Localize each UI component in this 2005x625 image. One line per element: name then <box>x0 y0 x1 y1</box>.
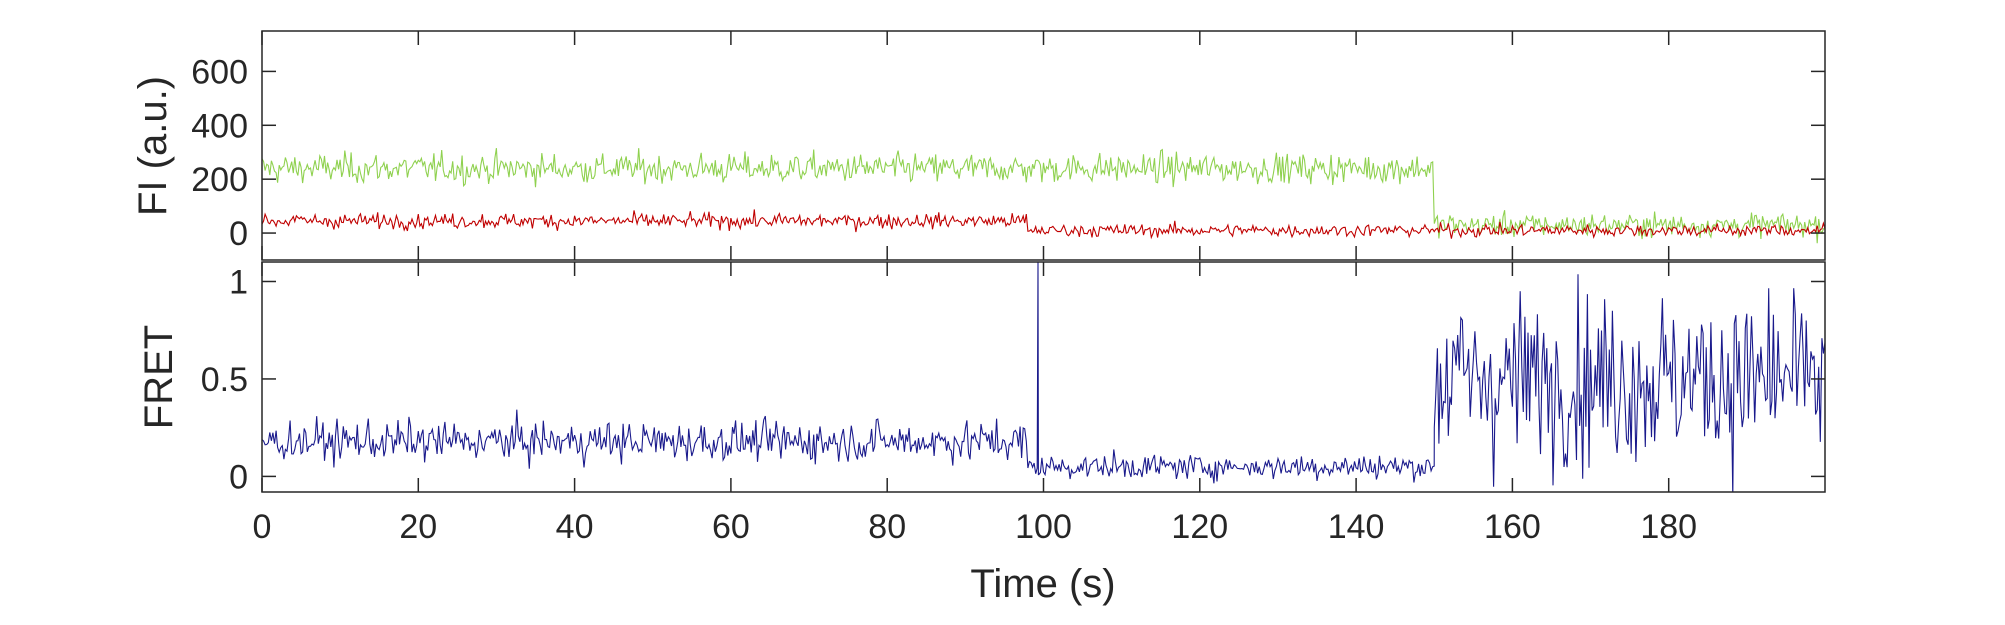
fluorescence-panel: 0 200 400 600 FI (a.u.) <box>131 30 1826 261</box>
x-tick-label: 60 <box>712 508 750 546</box>
x-tick-label: 0 <box>253 508 272 546</box>
y-tick-label: 400 <box>191 107 248 145</box>
x-axis-title: Time (s) <box>970 562 1115 606</box>
x-tick-label: 100 <box>1015 508 1072 546</box>
series-line-top-1 <box>262 209 1825 240</box>
x-tick-label: 120 <box>1171 508 1228 546</box>
y-tick-label: 600 <box>191 53 248 91</box>
fret-panel: 0 0.5 1 0 20 40 60 80 100 120 140 160 180 FRET Time… <box>137 261 1826 606</box>
fret-y-axis-title: FRET <box>137 325 181 429</box>
y-tick-label: 200 <box>191 161 248 199</box>
x-tick-label: 180 <box>1640 508 1697 546</box>
x-tick-label: 140 <box>1328 508 1385 546</box>
x-tick-label: 80 <box>868 508 906 546</box>
fluorescence-y-axis-title: FI (a.u.) <box>131 76 175 216</box>
y-tick-label: 0 <box>229 215 248 253</box>
y-tick-label: 0 <box>229 458 248 496</box>
y-tick-label: 1 <box>229 263 248 301</box>
series-line-bottom-0 <box>262 262 1825 492</box>
x-tick-label: 20 <box>399 508 437 546</box>
x-tick-label: 40 <box>556 508 594 546</box>
y-tick-label: 0.5 <box>201 361 248 399</box>
series-line-top-0 <box>262 148 1825 244</box>
x-tick-label: 160 <box>1484 508 1541 546</box>
